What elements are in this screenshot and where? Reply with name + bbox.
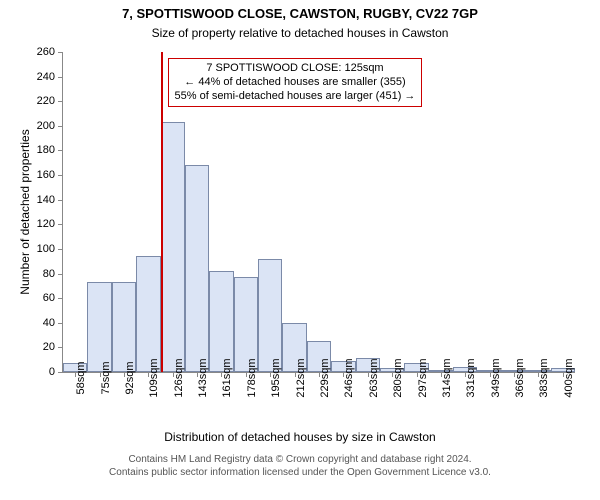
x-tick-label: 109sqm <box>148 358 160 397</box>
x-tick-label: 58sqm <box>75 361 87 394</box>
y-tick-label: 240 <box>37 71 55 83</box>
annotation-line: 55% of semi-detached houses are larger (… <box>175 90 416 104</box>
y-tick <box>58 224 63 225</box>
y-tick <box>58 52 63 53</box>
x-tick-label: 75sqm <box>100 361 112 394</box>
y-tick-label: 220 <box>37 95 55 107</box>
y-tick <box>58 347 63 348</box>
histogram-bar <box>185 165 209 372</box>
y-tick-label: 260 <box>37 46 55 58</box>
x-tick-label: 195sqm <box>270 358 282 397</box>
annotation-line: ← 44% of detached houses are smaller (35… <box>175 76 416 90</box>
x-tick-label: 400sqm <box>563 358 575 397</box>
y-axis-label: Number of detached properties <box>18 52 32 372</box>
y-tick <box>58 101 63 102</box>
y-tick-label: 0 <box>49 366 55 378</box>
histogram-bar <box>258 259 282 372</box>
y-tick-label: 40 <box>43 317 55 329</box>
x-tick-label: 143sqm <box>197 358 209 397</box>
histogram-bar <box>87 282 111 372</box>
x-tick-label: 383sqm <box>538 358 550 397</box>
x-tick-label: 280sqm <box>392 358 404 397</box>
histogram-bar <box>161 122 185 372</box>
y-tick-label: 60 <box>43 292 55 304</box>
y-tick-label: 160 <box>37 169 55 181</box>
histogram-bar <box>136 256 160 372</box>
y-tick <box>58 372 63 373</box>
y-tick <box>58 298 63 299</box>
x-tick-label: 212sqm <box>295 358 307 397</box>
x-axis-label: Distribution of detached houses by size … <box>0 430 600 444</box>
y-tick <box>58 77 63 78</box>
x-tick-label: 161sqm <box>221 358 233 397</box>
y-tick-label: 120 <box>37 218 55 230</box>
y-tick <box>58 200 63 201</box>
y-tick <box>58 274 63 275</box>
footer-line: Contains HM Land Registry data © Crown c… <box>0 454 600 467</box>
x-tick-label: 178sqm <box>246 358 258 397</box>
y-tick <box>58 249 63 250</box>
chart-title: 7, SPOTTISWOOD CLOSE, CAWSTON, RUGBY, CV… <box>0 6 600 21</box>
chart-subtitle: Size of property relative to detached ho… <box>0 26 600 40</box>
x-tick-label: 229sqm <box>319 358 331 397</box>
y-tick-label: 180 <box>37 144 55 156</box>
y-tick <box>58 126 63 127</box>
y-tick <box>58 323 63 324</box>
y-tick-label: 100 <box>37 243 55 255</box>
y-tick-label: 20 <box>43 341 55 353</box>
annotation-box: 7 SPOTTISWOOD CLOSE: 125sqm← 44% of deta… <box>168 58 423 107</box>
y-tick <box>58 175 63 176</box>
y-tick-label: 140 <box>37 194 55 206</box>
histogram-bar <box>209 271 233 372</box>
y-tick-label: 200 <box>37 120 55 132</box>
chart-footer: Contains HM Land Registry data © Crown c… <box>0 454 600 479</box>
x-tick-label: 92sqm <box>124 361 136 394</box>
y-tick <box>58 150 63 151</box>
annotation-line: 7 SPOTTISWOOD CLOSE: 125sqm <box>175 62 416 76</box>
y-tick-label: 80 <box>43 268 55 280</box>
x-tick-label: 366sqm <box>514 358 526 397</box>
chart-container: { "chart": { "type": "histogram", "title… <box>0 0 600 500</box>
x-tick-label: 246sqm <box>343 358 355 397</box>
footer-line: Contains public sector information licen… <box>0 467 600 480</box>
x-tick-label: 314sqm <box>441 358 453 397</box>
x-tick-label: 331sqm <box>465 358 477 397</box>
x-tick-label: 126sqm <box>173 358 185 397</box>
histogram-bar <box>112 282 136 372</box>
x-tick-label: 349sqm <box>490 358 502 397</box>
x-tick-label: 263sqm <box>368 358 380 397</box>
property-marker-line <box>161 52 163 372</box>
x-tick-label: 297sqm <box>417 358 429 397</box>
